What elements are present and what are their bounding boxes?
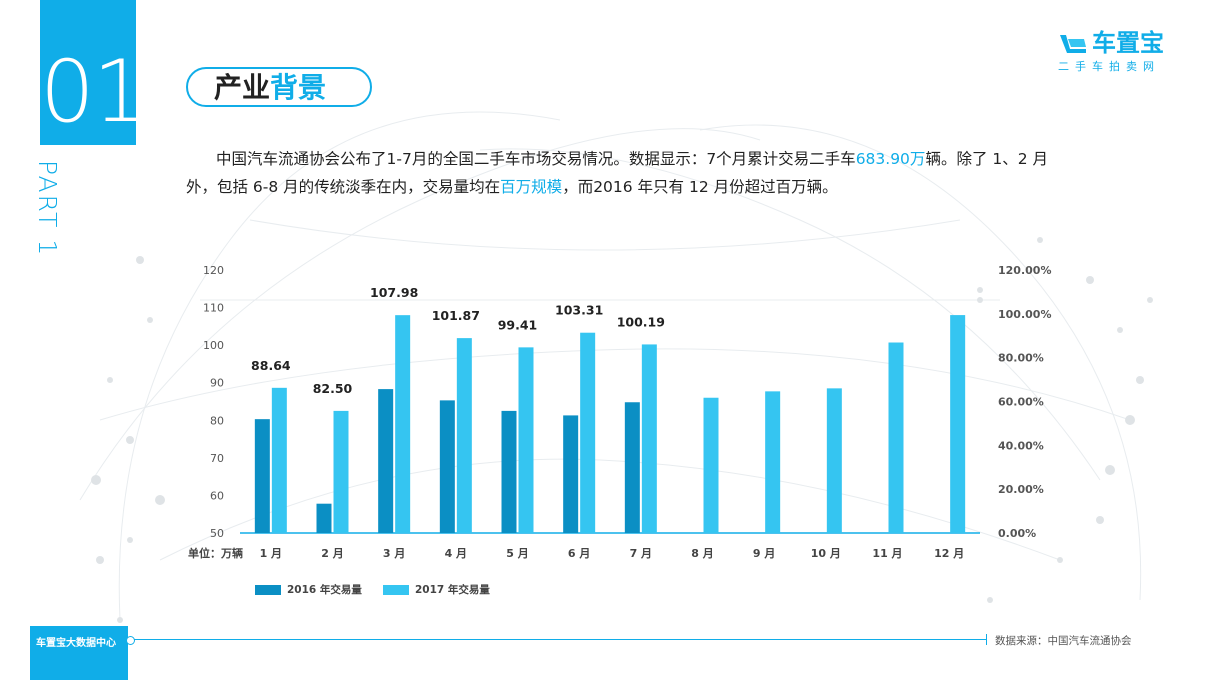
- bar-2017: [703, 397, 719, 533]
- legend-label-2016: 2016 年交易量: [287, 584, 362, 596]
- data-label: 101.87: [432, 308, 480, 323]
- y-tick-label: 100: [203, 339, 224, 352]
- bar-2016: [378, 389, 394, 533]
- x-tick-label: 11 月: [872, 547, 902, 560]
- x-tick-label: 7 月: [630, 547, 652, 560]
- x-tick-label: 12 月: [934, 547, 964, 560]
- footer-tick: [986, 634, 987, 645]
- para-highlight-1: 683.90万: [855, 150, 926, 168]
- bar-2017: [826, 388, 842, 533]
- section-number: 01: [40, 42, 147, 142]
- para-text-2: 辆。除了 1、2 月外，包括 6-8 月的传统淡季在内，交易量均在: [186, 150, 1049, 196]
- title-part1: 产业: [214, 71, 271, 104]
- logo-name: 车置宝: [1092, 29, 1164, 57]
- brand-logo: 车置宝 二手车拍卖网: [1058, 28, 1178, 78]
- bar-2017: [456, 338, 472, 533]
- bar-2017: [333, 410, 349, 533]
- y2-tick-label: 120.00%: [998, 264, 1051, 277]
- bar-2017: [580, 332, 596, 533]
- footer-brand-text: 车置宝大数据中心: [36, 638, 116, 649]
- legend-swatch-2017: [383, 585, 409, 595]
- intro-paragraph: 中国汽车流通协会公布了1-7月的全国二手车市场交易情况。数据显示：7个月累计交易…: [186, 145, 1066, 201]
- y2-tick-label: 100.00%: [998, 308, 1051, 321]
- y2-tick-label: 60.00%: [998, 396, 1044, 409]
- y-tick-label: 120: [203, 264, 224, 277]
- y2-tick-label: 80.00%: [998, 352, 1044, 365]
- footer-divider: [128, 639, 986, 640]
- bar-2017: [271, 387, 287, 533]
- page-title: 产业背景: [214, 70, 326, 106]
- bar-2016: [316, 503, 332, 533]
- legend-label-2017: 2017 年交易量: [415, 584, 490, 596]
- title-part2: 背景: [270, 71, 327, 104]
- bar-2016: [254, 419, 270, 533]
- data-label: 107.98: [370, 285, 418, 300]
- y-tick-label: 90: [210, 377, 224, 390]
- bar-chart: 50 60 70 80 90 100 110 120 0.00% 20.00% 40.00% 60.0…: [188, 264, 1051, 560]
- legend-swatch-2016: [255, 585, 281, 595]
- x-tick-label: 8 月: [691, 547, 713, 560]
- data-label: 99.41: [498, 317, 538, 332]
- data-source: 数据来源：中国汽车流通协会: [995, 635, 1132, 647]
- footer-brand-block: 车置宝大数据中心: [30, 626, 128, 680]
- bar-2017: [950, 315, 966, 533]
- x-tick-label: 1 月: [260, 547, 282, 560]
- x-tick-label: 3 月: [383, 547, 405, 560]
- x-tick-label: 4 月: [445, 547, 467, 560]
- bar-2016: [624, 402, 640, 533]
- bar-2017: [765, 391, 781, 533]
- x-tick-label: 10 月: [811, 547, 841, 560]
- y-tick-label: 70: [210, 452, 224, 465]
- data-label: 82.50: [313, 381, 353, 396]
- unit-label: 单位：万辆: [188, 546, 243, 560]
- data-label: 103.31: [555, 303, 603, 318]
- y-tick-label: 50: [210, 527, 224, 540]
- section-number-block: [40, 0, 136, 145]
- para-text-3: ，而2016 年只有 12 月份超过百万辆。: [562, 178, 838, 196]
- bar-2016: [439, 400, 455, 533]
- footer-dot: [126, 636, 135, 645]
- part-label: PART 1: [30, 160, 70, 270]
- data-label: 88.64: [251, 358, 291, 373]
- part-label-text: PART 1: [33, 160, 62, 258]
- bar-2016: [563, 415, 579, 533]
- y-tick-label: 110: [203, 302, 224, 315]
- title-pill: [186, 67, 372, 107]
- x-tick-label: 5 月: [506, 547, 528, 560]
- bar-2017: [395, 315, 411, 533]
- para-text-1: 中国汽车流通协会公布了1-7月的全国二手车市场交易情况。数据显示：7个月累计交易…: [216, 150, 856, 168]
- y2-tick-label: 40.00%: [998, 439, 1044, 452]
- x-tick-label: 2 月: [321, 547, 343, 560]
- bar-2016: [501, 410, 517, 533]
- y2-tick-label: 0.00%: [998, 527, 1036, 540]
- y2-tick-label: 20.00%: [998, 483, 1044, 496]
- logo-subtitle: 二手车拍卖网: [1058, 60, 1160, 73]
- x-tick-label: 9 月: [753, 547, 775, 560]
- bar-2017: [641, 344, 657, 533]
- y-tick-label: 60: [210, 489, 224, 502]
- car-logo-icon: [1060, 35, 1086, 53]
- para-highlight-2: 百万规模: [500, 178, 563, 196]
- x-tick-label: 6 月: [568, 547, 590, 560]
- y-tick-label: 80: [210, 414, 224, 427]
- bar-2017: [888, 342, 904, 533]
- bar-2017: [518, 347, 534, 533]
- data-label: 100.19: [617, 314, 665, 329]
